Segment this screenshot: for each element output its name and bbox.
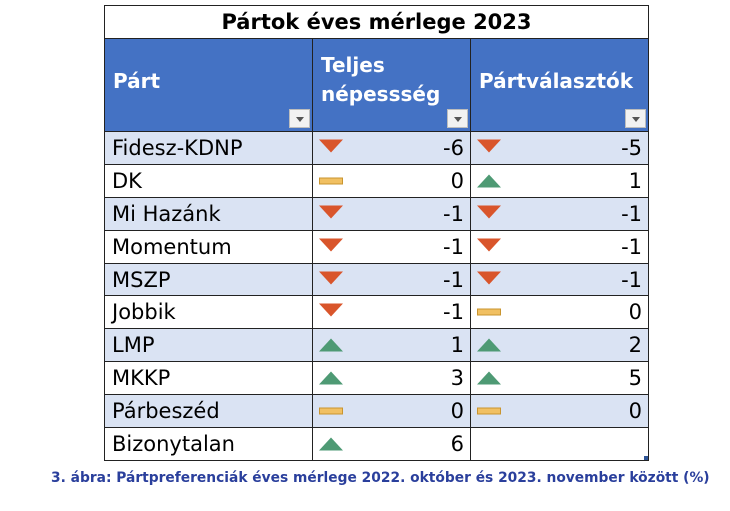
header-teljes-nepesseg: Teljes népessség — [312, 38, 471, 132]
yellow-bar-icon — [319, 177, 343, 185]
red-down-triangle-icon — [477, 139, 501, 153]
figure-caption: 3. ábra: Pártpreferenciák éves mérlege 2… — [51, 470, 710, 486]
party-name: Fidesz-KDNP — [104, 131, 313, 165]
filter-dropdown-icon[interactable] — [625, 109, 647, 128]
table-row: Jobbik -1 0 — [104, 295, 650, 330]
green-up-triangle-icon — [477, 371, 501, 385]
partvalasztok-value-cell: 5 — [469, 361, 650, 396]
party-name: MKKP — [104, 361, 313, 396]
table-row: Mi Hazánk -1 -1 — [104, 196, 650, 231]
teljes-value-cell: 0 — [312, 394, 471, 429]
partvalasztok-value-cell: 0 — [469, 394, 650, 429]
teljes-value: -1 — [443, 234, 464, 259]
party-balance-table: Pártok éves mérlege 2023 Párt Teljes nép… — [103, 5, 650, 461]
red-down-triangle-icon — [319, 238, 343, 252]
party-name: DK — [104, 163, 313, 198]
partvalasztok-value: 1 — [628, 168, 643, 193]
table-body: Fidesz-KDNP -6 -5 DK 0 1 Mi Hazánk -1 -1 Momentum… — [104, 131, 650, 461]
party-name: MSZP — [104, 262, 313, 297]
teljes-value-cell: -1 — [312, 196, 471, 231]
teljes-value: -1 — [443, 267, 464, 292]
teljes-value: 0 — [450, 168, 464, 193]
partvalasztok-value-cell: 2 — [469, 328, 650, 363]
red-down-triangle-icon — [477, 238, 501, 252]
table-row: MKKP 3 5 — [104, 361, 650, 396]
party-name: Jobbik — [104, 295, 313, 330]
table-row: MSZP -1 -1 — [104, 262, 650, 297]
partvalasztok-value-cell: -5 — [469, 131, 650, 165]
teljes-value: 3 — [450, 366, 464, 391]
partvalasztok-value: 0 — [628, 300, 643, 325]
teljes-value: 1 — [450, 333, 464, 358]
teljes-value-cell: 0 — [312, 163, 471, 198]
teljes-value-cell: -1 — [312, 262, 471, 297]
party-name: Mi Hazánk — [104, 196, 313, 231]
teljes-value-cell: 6 — [312, 427, 471, 461]
party-name: Bizonytalan — [104, 427, 313, 461]
yellow-bar-icon — [477, 407, 501, 415]
partvalasztok-value-cell — [469, 427, 650, 461]
teljes-value-cell: -1 — [312, 295, 471, 330]
teljes-value-cell: -1 — [312, 229, 471, 264]
red-down-triangle-icon — [319, 205, 343, 219]
resize-handle-icon[interactable] — [644, 455, 649, 460]
red-down-triangle-icon — [477, 205, 501, 219]
partvalasztok-value: -1 — [621, 267, 643, 292]
partvalasztok-value: 2 — [628, 333, 643, 358]
party-name: Párbeszéd — [104, 394, 313, 429]
table-title: Pártok éves mérlege 2023 — [103, 5, 650, 39]
teljes-value: -6 — [443, 135, 464, 160]
table-row: LMP 1 2 — [104, 328, 650, 363]
partvalasztok-value: 5 — [628, 366, 643, 391]
green-up-triangle-icon — [319, 371, 343, 385]
partvalasztok-value-cell: -1 — [469, 262, 650, 297]
filter-dropdown-icon[interactable] — [447, 109, 468, 128]
teljes-value: 6 — [450, 431, 464, 456]
green-up-triangle-icon — [319, 338, 343, 352]
filter-dropdown-icon[interactable] — [289, 109, 310, 128]
red-down-triangle-icon — [319, 303, 343, 317]
partvalasztok-value-cell: -1 — [469, 196, 650, 231]
party-name: LMP — [104, 328, 313, 363]
red-down-triangle-icon — [319, 139, 343, 153]
table-row: Bizonytalan 6 — [104, 427, 650, 461]
table-row: Párbeszéd 0 0 — [104, 394, 650, 429]
teljes-value: -1 — [443, 300, 464, 325]
party-name: Momentum — [104, 229, 313, 264]
partvalasztok-value: -1 — [621, 234, 643, 259]
teljes-value-cell: 1 — [312, 328, 471, 363]
yellow-bar-icon — [477, 308, 501, 316]
green-up-triangle-icon — [319, 437, 343, 451]
header-part: Párt — [104, 38, 313, 132]
partvalasztok-value: -1 — [621, 201, 643, 226]
header-partvalasztok-label: Pártválasztók — [479, 69, 634, 93]
partvalasztok-value-cell: 0 — [469, 295, 650, 330]
teljes-value: 0 — [450, 399, 464, 424]
red-down-triangle-icon — [319, 271, 343, 284]
table-row: Momentum -1 -1 — [104, 229, 650, 264]
header-part-label: Párt — [113, 69, 161, 93]
partvalasztok-value: 0 — [628, 399, 643, 424]
table-row: DK 0 1 — [104, 163, 650, 198]
green-up-triangle-icon — [477, 338, 501, 352]
header-partvalasztok: Pártválasztók — [469, 38, 650, 132]
teljes-value-cell: -6 — [312, 131, 471, 165]
partvalasztok-value-cell: 1 — [469, 163, 650, 198]
partvalasztok-value: -5 — [621, 135, 643, 160]
teljes-value: -1 — [443, 201, 464, 226]
partvalasztok-value-cell: -1 — [469, 229, 650, 264]
yellow-bar-icon — [319, 407, 343, 415]
header-teljes-line1: Teljes — [321, 53, 385, 77]
green-up-triangle-icon — [477, 174, 501, 188]
red-down-triangle-icon — [477, 271, 501, 284]
header-teljes-line2: népessség — [321, 82, 441, 106]
teljes-value-cell: 3 — [312, 361, 471, 396]
table-row: Fidesz-KDNP -6 -5 — [104, 131, 650, 165]
